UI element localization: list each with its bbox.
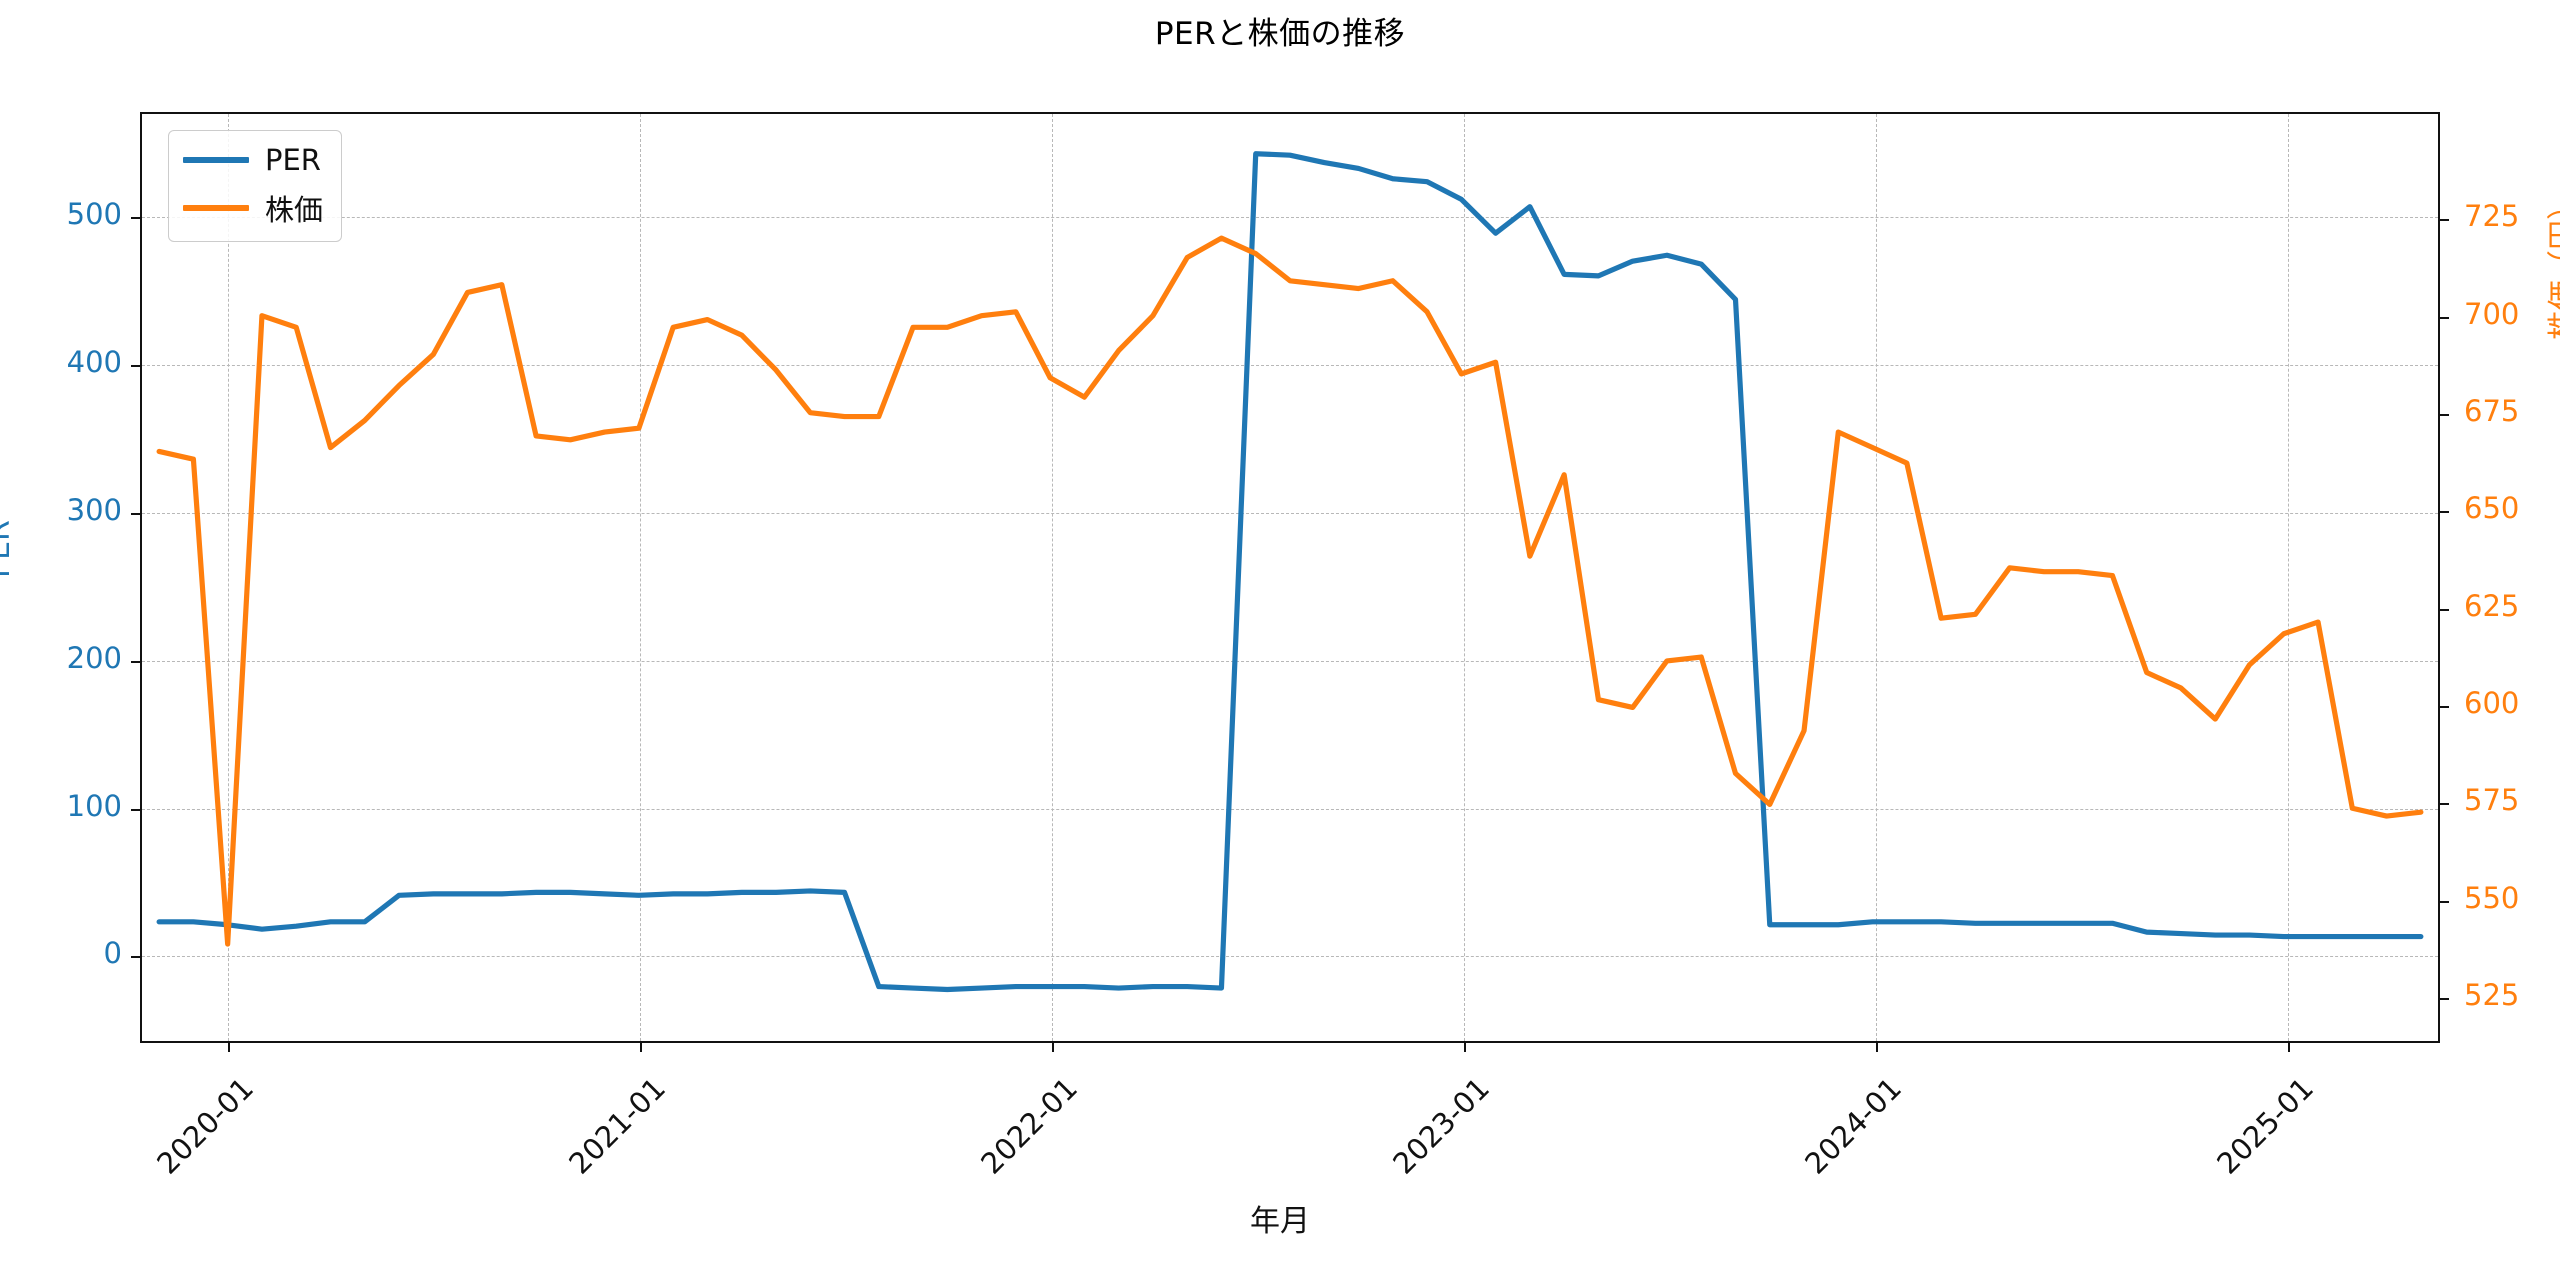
left-tick-label: 500 <box>66 197 122 232</box>
right-tick-mark <box>2438 511 2449 514</box>
left-tick-mark <box>131 217 142 220</box>
legend-item-PER[interactable]: PER <box>183 143 323 177</box>
right-tick-mark <box>2438 803 2449 806</box>
series-lines <box>156 151 2424 993</box>
left-tick-label: 400 <box>66 345 122 380</box>
legend-label: PER <box>265 143 321 177</box>
right-tick-label: 725 <box>2464 199 2520 234</box>
x-axis-title: 年月 <box>1250 1204 1310 1239</box>
right-tick-mark <box>2438 316 2449 319</box>
grid-line-vertical <box>1463 114 1465 1041</box>
grid-line-horizontal <box>142 808 2438 810</box>
right-tick-mark <box>2438 900 2449 903</box>
grid-line-vertical <box>2287 114 2289 1041</box>
bottom-tick-mark <box>2287 1041 2290 1052</box>
bottom-tick-label: 2022-01 <box>974 1071 1084 1181</box>
left-tick-mark <box>131 956 142 959</box>
right-tick-mark <box>2438 219 2449 222</box>
legend-color-swatch <box>183 157 249 163</box>
left-tick-label: 300 <box>66 493 122 527</box>
right-tick-label: 700 <box>2464 296 2520 331</box>
bottom-tick-label: 2024-01 <box>1797 1071 1908 1181</box>
legend-label: 株価 <box>265 193 324 227</box>
grid-line-vertical <box>1051 114 1053 1041</box>
left-tick-mark <box>131 660 142 663</box>
right-tick-mark <box>2438 413 2449 416</box>
bottom-tick-mark <box>1463 1041 1466 1052</box>
left-tick-mark <box>131 365 142 368</box>
right-tick-label: 600 <box>2464 686 2520 721</box>
left-tick-mark <box>131 513 142 515</box>
plot-area: 0 100 200 300 400 500 525 550 575 600 625 650 675 70… <box>67 112 2519 1181</box>
bottom-tick-label: 2020-01 <box>150 1071 260 1181</box>
plot-inner <box>142 114 2438 1041</box>
grid-line-horizontal <box>142 956 2438 958</box>
series-line-株価 <box>156 235 2424 947</box>
left-tick-label: 0 <box>103 936 122 971</box>
bottom-tick-label: 2021-01 <box>562 1071 672 1181</box>
right-tick-label: 525 <box>2464 978 2520 1013</box>
right-tick-label: 625 <box>2464 588 2520 623</box>
bottom-tick-mark <box>1051 1041 1054 1052</box>
series-line-PER <box>156 151 2424 993</box>
grid-line-horizontal <box>142 513 2438 514</box>
grid-line-vertical <box>639 114 641 1041</box>
legend-color-swatch <box>183 205 249 211</box>
grid-line-vertical <box>1875 114 1877 1041</box>
right-tick-mark <box>2438 608 2449 611</box>
bottom-tick-label: 2025-01 <box>2209 1071 2320 1181</box>
right-tick-label: 675 <box>2464 393 2520 428</box>
chart-legend[interactable]: PER 株価 <box>168 130 343 242</box>
right-tick-mark <box>2438 998 2449 1001</box>
left-axis-title: PER <box>0 520 17 578</box>
right-tick-mark <box>2438 706 2449 709</box>
left-tick-label: 200 <box>66 640 122 675</box>
grid-line-vertical <box>227 114 229 1041</box>
bottom-tick-mark <box>639 1041 642 1052</box>
bottom-tick-label: 2023-01 <box>1385 1071 1496 1181</box>
grid-line-horizontal <box>142 217 2438 219</box>
legend-item-株価[interactable]: 株価 <box>183 187 323 229</box>
right-tick-label: 650 <box>2464 491 2520 526</box>
bottom-tick-mark <box>227 1041 230 1052</box>
grid-line-horizontal <box>142 365 2438 367</box>
right-axis-title: 株価（円） <box>2546 190 2560 340</box>
right-tick-label: 575 <box>2464 783 2520 818</box>
bottom-tick-mark <box>1875 1041 1878 1052</box>
left-tick-mark <box>131 808 142 811</box>
left-tick-label: 100 <box>66 788 122 823</box>
grid-line-horizontal <box>142 660 2438 662</box>
chart-title: PERと株価の推移 <box>1154 16 1406 52</box>
right-tick-label: 550 <box>2464 880 2520 915</box>
